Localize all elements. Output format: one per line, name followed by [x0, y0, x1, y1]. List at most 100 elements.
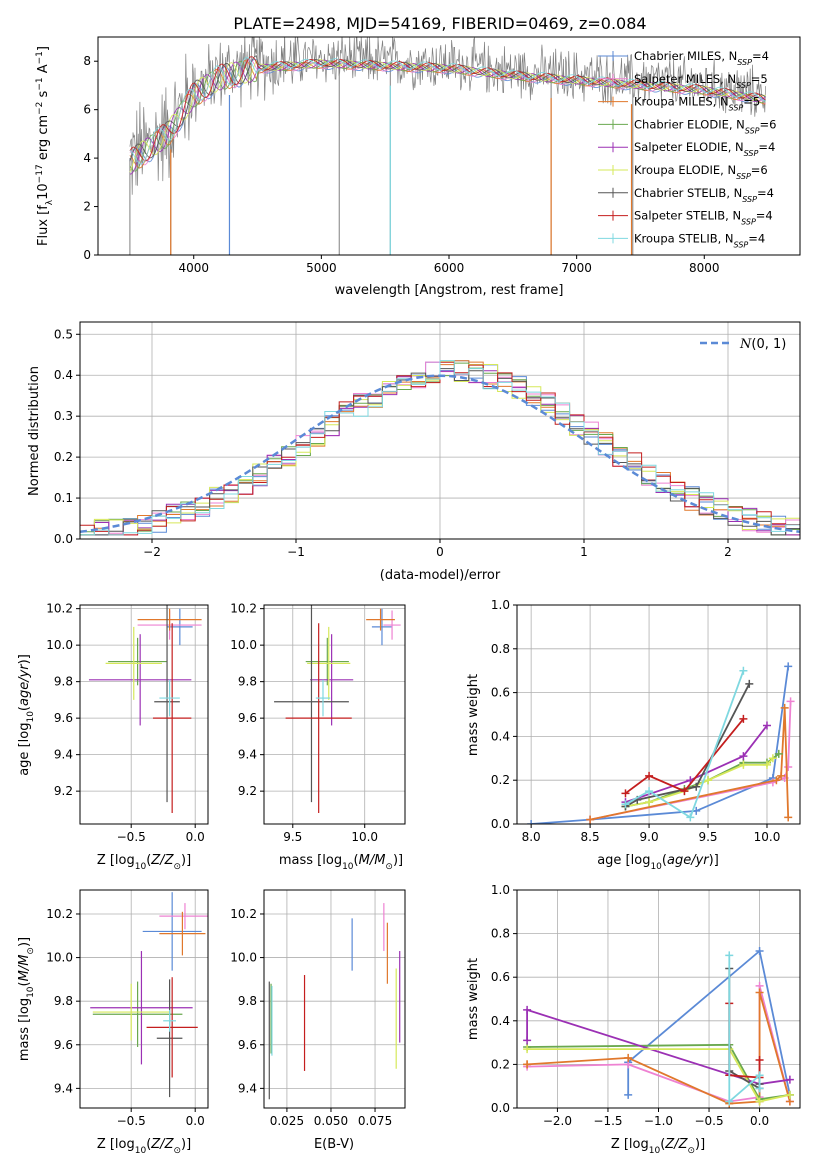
y-tick-label: 10.0: [230, 638, 257, 652]
errorbar-chabrier-miles: [371, 608, 393, 646]
series-line: [624, 718, 745, 795]
errorbar-chabrier-stelib: [156, 979, 183, 1098]
y-tick-label: 9.8: [238, 675, 257, 689]
point-marker: [745, 679, 754, 688]
y-tick-label: 9.4: [54, 1081, 73, 1095]
y-tick-label: 0.2: [491, 773, 510, 787]
errorbar-chabrier-miles: [167, 608, 193, 646]
point-marker: [739, 666, 748, 675]
mass_vs_ebv-axes: 0.025 0.050 0.075 9.4 9.6 9.8 10.0 10.2: [230, 890, 405, 1128]
series-line: [527, 985, 791, 1103]
residuals-axes: −2 −1 0 1 2 0.0 0.1 0.2 0.3 0.4 0.5: [54, 322, 800, 559]
point-marker: [777, 771, 786, 780]
series-chabrier-stelib: [621, 679, 754, 811]
age-vs-z-ylabel: age [log10(age/yr)]: [17, 654, 36, 776]
x-tick-label: 10.0: [754, 830, 781, 844]
point-marker: [523, 1005, 532, 1014]
x-tick-label: 5000: [306, 261, 337, 275]
y-tick-label: 10.2: [46, 602, 73, 616]
point-marker: [784, 813, 793, 822]
errorbar-chabrier-elodie: [108, 637, 168, 686]
model-spectrum-salpeter-stelib: [129, 56, 766, 162]
point-marker: [692, 782, 701, 791]
errorbar-chabrier-stelib: [154, 605, 180, 803]
y-tick-label: 9.6: [238, 1038, 257, 1052]
errorbar-kroupa-elodie: [307, 626, 351, 700]
y-tick-label: 0.6: [491, 970, 510, 984]
x-tick-label: 0.0: [186, 1114, 205, 1128]
point-marker: [725, 951, 734, 960]
y-tick-label: 9.8: [238, 994, 257, 1008]
y-tick-label: 0.0: [491, 1101, 510, 1115]
y-tick-label: 10.0: [230, 951, 257, 965]
y-tick-label: 8: [83, 54, 91, 68]
mass_vs_ebv-plot-area: [264, 890, 405, 1108]
point-marker: [755, 1084, 764, 1093]
errorbar-kroupa-miles: [159, 911, 206, 956]
point-marker: [755, 947, 764, 956]
point-marker: [785, 1090, 794, 1099]
age_vs_mass-grid: [264, 605, 405, 824]
errorbar-kroupa-elodie: [105, 626, 162, 700]
x-tick-label: −2.0: [543, 1114, 572, 1128]
errorbar-salpeter-miles: [159, 903, 208, 930]
y-tick-label: 1.0: [491, 883, 510, 897]
point-marker: [784, 662, 793, 671]
point-marker: [624, 1053, 633, 1062]
point-marker: [755, 1056, 764, 1065]
point-marker: [645, 771, 654, 780]
residual-histogram-kroupa-stelib: [80, 360, 800, 536]
errorbar-kroupa-stelib: [315, 679, 331, 717]
legend-label: Chabrier ELODIE, NSSP=6: [634, 117, 776, 135]
mass_vs_ebv-grid: [264, 890, 405, 1108]
mass_vs_Z-grid: [80, 890, 208, 1108]
errorbar-kroupa-miles: [137, 608, 202, 631]
x-tick-label: −0.5: [117, 830, 146, 844]
residuals-xlabel: (data-model)/error: [380, 568, 501, 583]
point-marker: [523, 1060, 532, 1069]
series-salpeter-stelib: [621, 714, 748, 798]
y-tick-label: 10.2: [230, 602, 257, 616]
point-marker: [686, 813, 695, 822]
x-tick-label: 8000: [689, 261, 720, 275]
series-kroupa-miles: [586, 703, 793, 824]
series-line: [526, 1008, 791, 1085]
point-marker: [621, 789, 630, 798]
massweight-vs-age-ylabel: mass weight: [466, 674, 481, 756]
y-tick-label: 9.4: [54, 748, 73, 762]
age-vs-mass-xlabel: mass [log10(M/M⊙)]: [279, 853, 403, 872]
mass_vs_Z-frame: [79, 889, 209, 1109]
y-tick-label: 0.2: [491, 1057, 510, 1071]
point-marker: [784, 763, 793, 772]
y-tick-label: 0: [83, 248, 91, 262]
x-tick-label: 0.050: [314, 1114, 348, 1128]
y-tick-label: 9.6: [54, 1038, 73, 1052]
errorbar-salpeter-miles: [383, 610, 401, 640]
errorbar-kroupa-stelib: [163, 1009, 176, 1032]
x-tick-label: 0.075: [358, 1114, 392, 1128]
y-tick-label: 0.1: [54, 491, 73, 505]
errorbar-kroupa-elodie: [92, 983, 170, 1041]
x-tick-label: 9.0: [640, 830, 659, 844]
y-tick-label: 0.4: [54, 368, 73, 382]
point-marker: [755, 1071, 764, 1080]
point-marker: [739, 760, 748, 769]
y-tick-label: 2: [83, 200, 91, 214]
point-marker: [786, 697, 795, 706]
legend-label: Kroupa MILES, NSSP=5: [634, 95, 760, 113]
x-tick-label: −0.5: [694, 1114, 723, 1128]
x-tick-label: 9.5: [698, 830, 717, 844]
age_vs_Z-grid: [80, 605, 208, 824]
residuals-ylabel: Normed distribution: [27, 366, 42, 496]
y-tick-label: 9.2: [238, 784, 257, 798]
spectrum-frame: [97, 36, 801, 256]
legend-gaussian-label: N(0, 1): [739, 337, 786, 352]
model-spectrum-salpeter-elodie: [129, 59, 766, 175]
x-tick-label: 4000: [178, 261, 209, 275]
errorbar-salpeter-stelib: [285, 623, 352, 814]
y-tick-label: 10.0: [46, 951, 73, 965]
y-tick-label: 1.0: [491, 598, 510, 612]
legend-label: Chabrier STELIB, NSSP=4: [634, 186, 774, 204]
spectrum-xlabel: wavelength [Angstrom, rest frame]: [335, 283, 564, 298]
point-marker: [739, 752, 748, 761]
